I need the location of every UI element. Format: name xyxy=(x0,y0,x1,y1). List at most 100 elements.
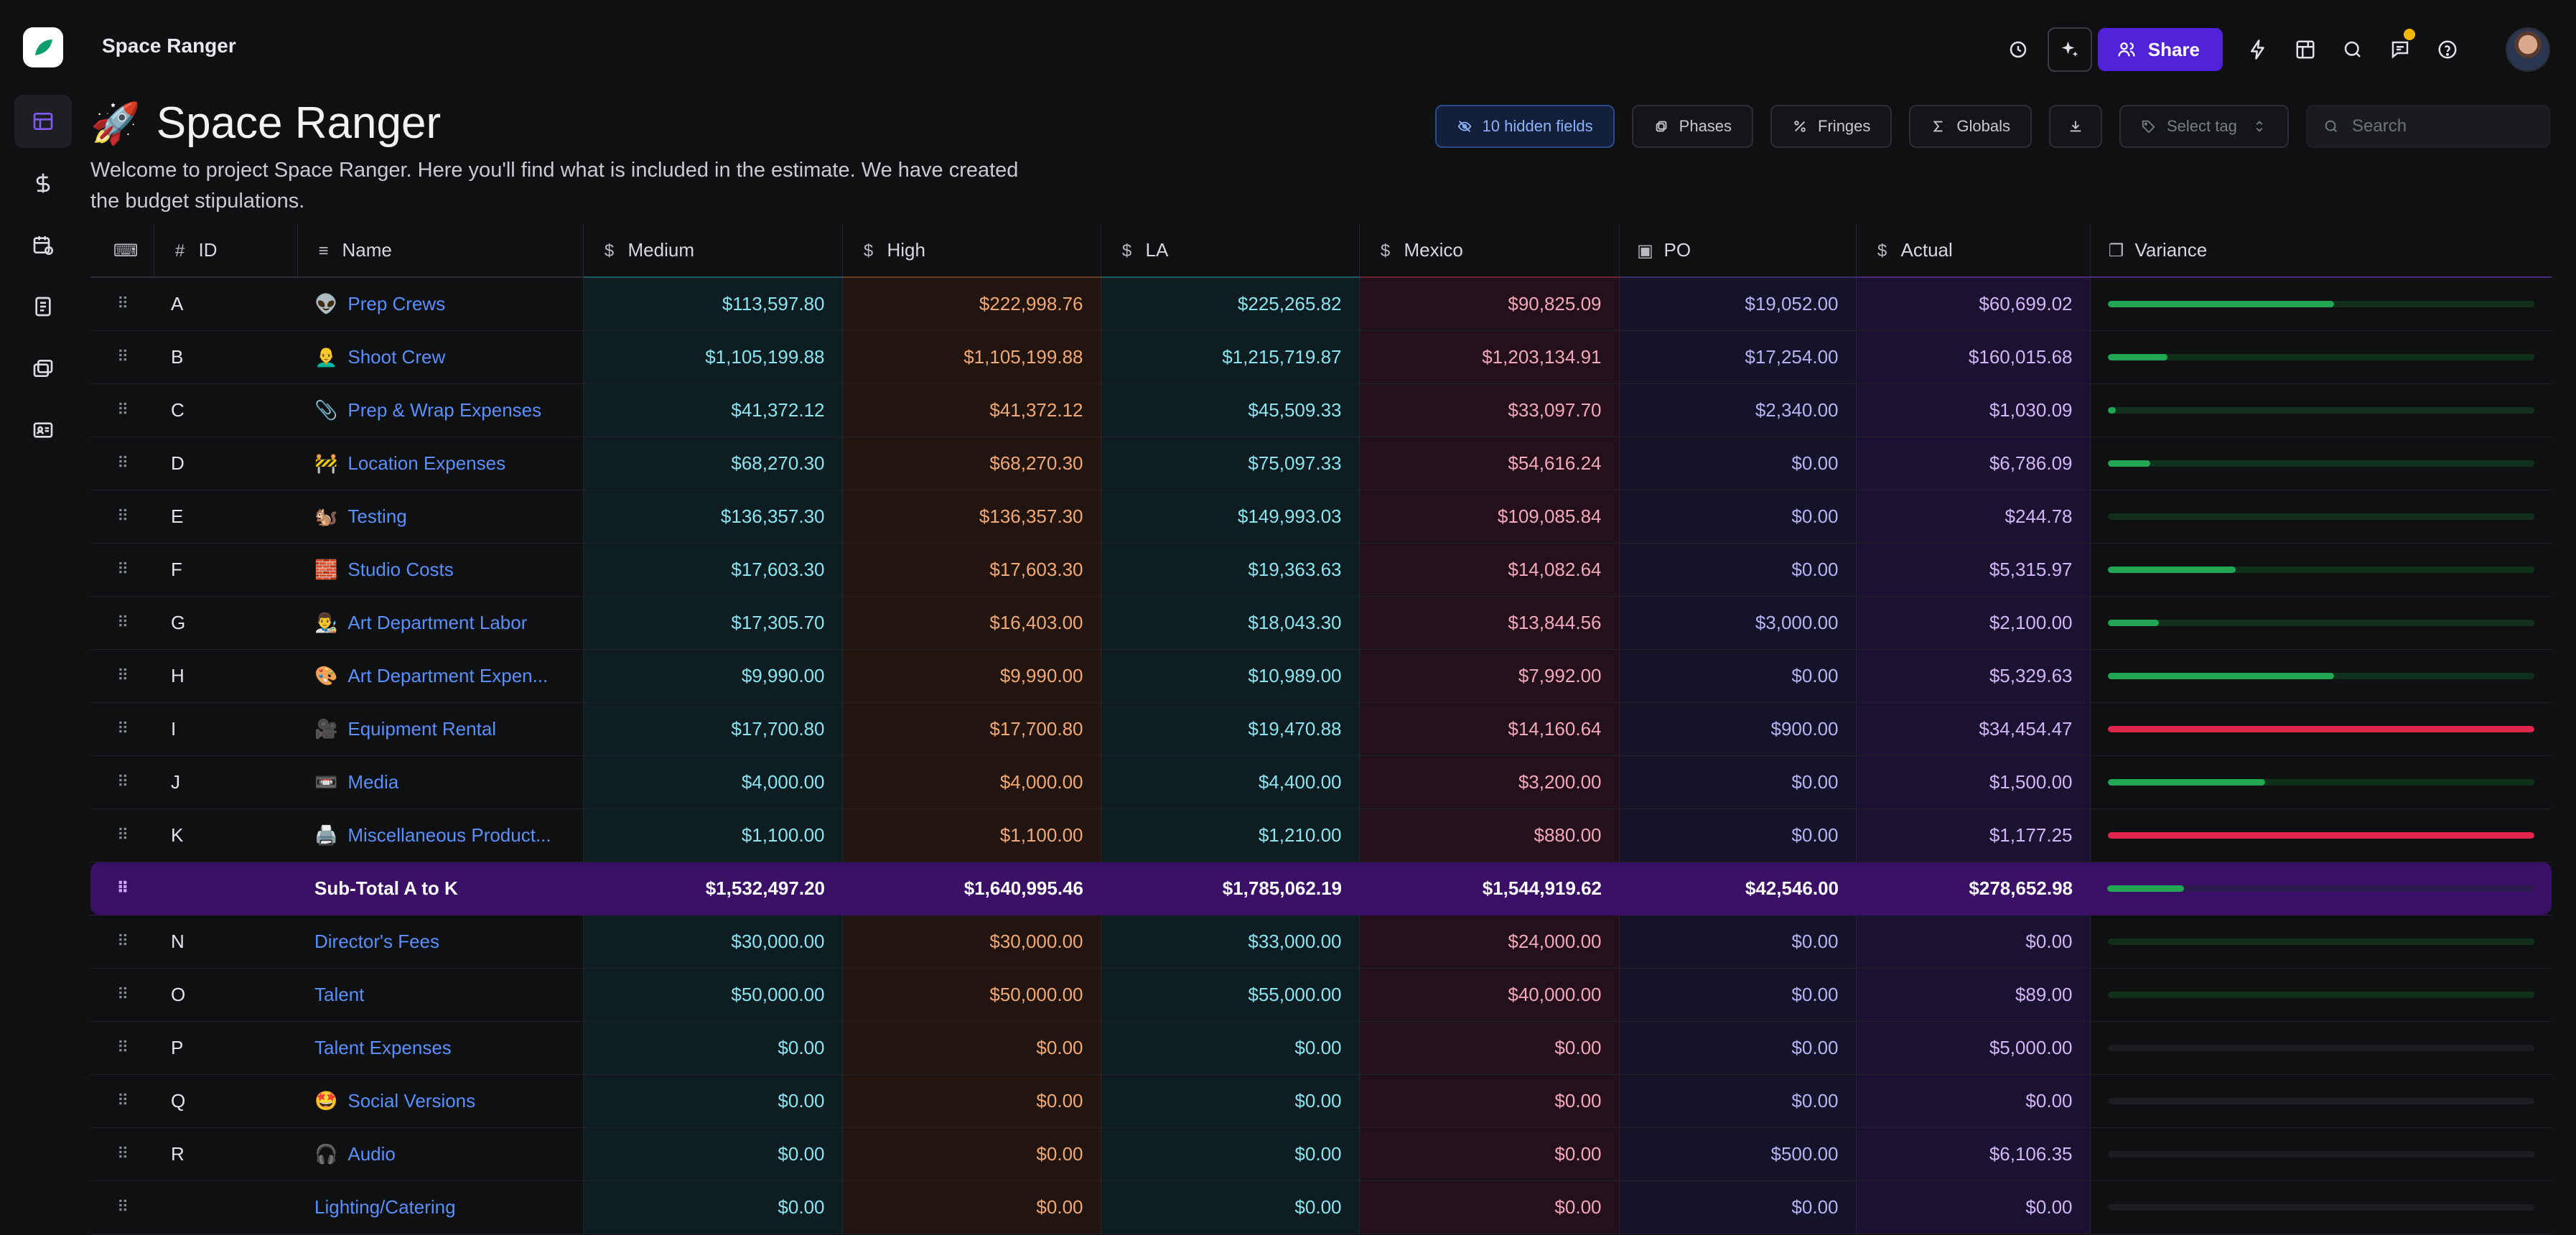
cell-la[interactable]: $1,215,719.87 xyxy=(1101,330,1360,384)
cell-po[interactable]: $0.00 xyxy=(1619,755,1857,809)
fringes-button[interactable]: Fringes xyxy=(1770,105,1893,148)
cell-actual[interactable]: $0.00 xyxy=(1856,1180,2091,1234)
drag-handle-icon[interactable]: ⠿ xyxy=(90,968,154,1022)
cell-po[interactable]: $2,340.00 xyxy=(1619,383,1857,437)
table-row[interactable]: ⠿ P Talent Expenses $0.00 $0.00 $0.00 $0.00 $0.… xyxy=(90,1021,2552,1075)
cell-mexico[interactable]: $13,844.56 xyxy=(1359,596,1620,650)
cell-mexico[interactable]: $90,825.09 xyxy=(1359,277,1620,331)
cell-actual[interactable]: $5,000.00 xyxy=(1856,1021,2091,1075)
drag-handle-icon[interactable]: ⠿ xyxy=(90,277,154,331)
cell-high[interactable]: $222,998.76 xyxy=(842,277,1101,331)
table-row[interactable]: ⠿ R 🎧 Audio $0.00 $0.00 $0.00 $0.00 $500.00 $6,10… xyxy=(90,1127,2552,1181)
cell-mexico[interactable]: $3,200.00 xyxy=(1359,755,1620,809)
table-row[interactable]: ⠿ I 🎥 Equipment Rental $17,700.80 $17,700.80 $… xyxy=(90,702,2552,756)
ai-assist-button[interactable] xyxy=(2047,27,2092,72)
cell-actual[interactable]: $6,106.35 xyxy=(1856,1127,2091,1181)
cell-po[interactable]: $0.00 xyxy=(1619,968,1857,1022)
table-row[interactable]: ⠿ E 🐿️ Testing $136,357.30 $136,357.30 $149,99… xyxy=(90,490,2552,544)
row-name-link[interactable]: Director's Fees xyxy=(297,915,584,969)
cell-high[interactable]: $4,000.00 xyxy=(842,755,1101,809)
cell-la[interactable]: $10,989.00 xyxy=(1101,649,1360,703)
cell-medium[interactable]: $50,000.00 xyxy=(583,968,843,1022)
cell-mexico[interactable]: $14,082.64 xyxy=(1359,543,1620,597)
sidebar-item-schedule[interactable] xyxy=(14,218,72,271)
cell-actual[interactable]: $160,015.68 xyxy=(1856,330,2091,384)
row-name-link[interactable]: 👨‍🦲 Shoot Crew xyxy=(297,330,584,384)
select-tag-dropdown[interactable]: Select tag xyxy=(2119,105,2289,148)
drag-handle-icon[interactable]: ⠿ xyxy=(90,915,154,969)
cell-medium[interactable]: $1,100.00 xyxy=(583,808,843,862)
cell-mexico[interactable]: $33,097.70 xyxy=(1359,383,1620,437)
cell-actual[interactable]: $6,786.09 xyxy=(1856,437,2091,490)
cell-actual[interactable]: $5,329.63 xyxy=(1856,649,2091,703)
cell-actual[interactable]: $1,500.00 xyxy=(1856,755,2091,809)
drag-handle-icon[interactable]: ⠿ xyxy=(90,383,154,437)
row-name-link[interactable]: 👨‍🎨 Art Department Labor xyxy=(297,596,584,650)
cell-la[interactable]: $149,993.03 xyxy=(1101,490,1360,544)
cell-la[interactable]: $19,470.88 xyxy=(1101,702,1360,756)
cell-mexico[interactable]: $0.00 xyxy=(1359,1021,1620,1075)
drag-handle-icon[interactable]: ⠿ xyxy=(90,596,154,650)
cell-high[interactable]: $17,700.80 xyxy=(842,702,1101,756)
table-row[interactable]: ⠿ G 👨‍🎨 Art Department Labor $17,305.70 $16,4… xyxy=(90,596,2552,650)
cell-high[interactable]: $0.00 xyxy=(842,1074,1101,1128)
cell-medium[interactable]: $17,700.80 xyxy=(583,702,843,756)
row-name-link[interactable]: Lighting/Catering xyxy=(297,1180,584,1234)
cell-la[interactable]: $45,509.33 xyxy=(1101,383,1360,437)
cell-high[interactable]: $17,603.30 xyxy=(842,543,1101,597)
cell-mexico[interactable]: $880.00 xyxy=(1359,808,1620,862)
cell-high[interactable]: $30,000.00 xyxy=(842,915,1101,969)
table-row[interactable]: ⠿ A 👽 Prep Crews $113,597.80 $222,998.76 $225,… xyxy=(90,277,2552,331)
table-row[interactable]: ⠿ H 🎨 Art Department Expen... $9,990.00 $9,99… xyxy=(90,649,2552,703)
cell-actual[interactable]: $0.00 xyxy=(1856,1074,2091,1128)
cell-mexico[interactable]: $40,000.00 xyxy=(1359,968,1620,1022)
cell-medium[interactable]: $41,372.12 xyxy=(583,383,843,437)
cell-la[interactable]: $4,400.00 xyxy=(1101,755,1360,809)
cell-medium[interactable]: $0.00 xyxy=(583,1127,843,1181)
cell-high[interactable]: $68,270.30 xyxy=(842,437,1101,490)
cell-mexico[interactable]: $7,992.00 xyxy=(1359,649,1620,703)
search-button[interactable] xyxy=(2329,26,2376,73)
cell-po[interactable]: $500.00 xyxy=(1619,1127,1857,1181)
cell-high[interactable]: $0.00 xyxy=(842,1127,1101,1181)
export-button[interactable] xyxy=(2049,105,2102,148)
help-button[interactable] xyxy=(2424,26,2471,73)
cell-la[interactable]: $18,043.30 xyxy=(1101,596,1360,650)
column-header-variance[interactable]: ❐ Variance xyxy=(2090,224,2552,278)
cell-la[interactable]: $0.00 xyxy=(1101,1180,1360,1234)
search-input[interactable] xyxy=(2352,116,2524,136)
cell-po[interactable]: $0.00 xyxy=(1619,915,1857,969)
cell-la[interactable]: $225,265.82 xyxy=(1101,277,1360,331)
drag-handle-icon[interactable]: ⠿ xyxy=(90,437,154,490)
table-row[interactable]: ⠿ C 📎 Prep & Wrap Expenses $41,372.12 $41,372… xyxy=(90,383,2552,437)
cell-high[interactable]: $41,372.12 xyxy=(842,383,1101,437)
automations-button[interactable] xyxy=(2234,26,2282,73)
row-name-link[interactable]: 📼 Media xyxy=(297,755,584,809)
cell-medium[interactable]: $1,105,199.88 xyxy=(583,330,843,384)
drag-handle-icon[interactable]: ⠿ xyxy=(90,1127,154,1181)
sidebar-item-budget-grid[interactable] xyxy=(14,95,72,148)
drag-handle-icon[interactable]: ⠿ xyxy=(90,1074,154,1128)
cell-la[interactable]: $0.00 xyxy=(1101,1127,1360,1181)
cell-actual[interactable]: $0.00 xyxy=(1856,915,2091,969)
cell-actual[interactable]: $244.78 xyxy=(1856,490,2091,544)
cell-mexico[interactable]: $54,616.24 xyxy=(1359,437,1620,490)
cell-actual[interactable]: $1,177.25 xyxy=(1856,808,2091,862)
drag-handle-icon[interactable]: ⠿ xyxy=(90,1180,154,1234)
column-header-high[interactable]: $ High xyxy=(842,224,1101,278)
cell-medium[interactable]: $9,990.00 xyxy=(583,649,843,703)
row-name-link[interactable]: Talent Expenses xyxy=(297,1021,584,1075)
row-name-link[interactable]: 🎧 Audio xyxy=(297,1127,584,1181)
cell-medium[interactable]: $0.00 xyxy=(583,1074,843,1128)
sidebar-item-documents[interactable] xyxy=(14,280,72,333)
cell-la[interactable]: $1,785,062.19 xyxy=(1101,862,1359,915)
cell-la[interactable]: $0.00 xyxy=(1101,1021,1360,1075)
cell-po[interactable]: $42,546.00 xyxy=(1619,862,1856,915)
sidebar-item-contacts[interactable] xyxy=(14,404,72,457)
cell-high[interactable]: $0.00 xyxy=(842,1021,1101,1075)
cell-mexico[interactable]: $109,085.84 xyxy=(1359,490,1620,544)
cell-actual[interactable]: $1,030.09 xyxy=(1856,383,2091,437)
column-header-po[interactable]: ▣ PO xyxy=(1619,224,1857,278)
column-header-la[interactable]: $ LA xyxy=(1101,224,1360,278)
drag-handle-icon[interactable]: ⠿ xyxy=(90,543,154,597)
